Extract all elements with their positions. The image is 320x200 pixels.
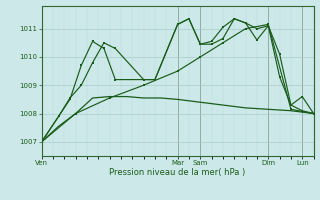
X-axis label: Pression niveau de la mer( hPa ): Pression niveau de la mer( hPa ) [109, 168, 246, 177]
